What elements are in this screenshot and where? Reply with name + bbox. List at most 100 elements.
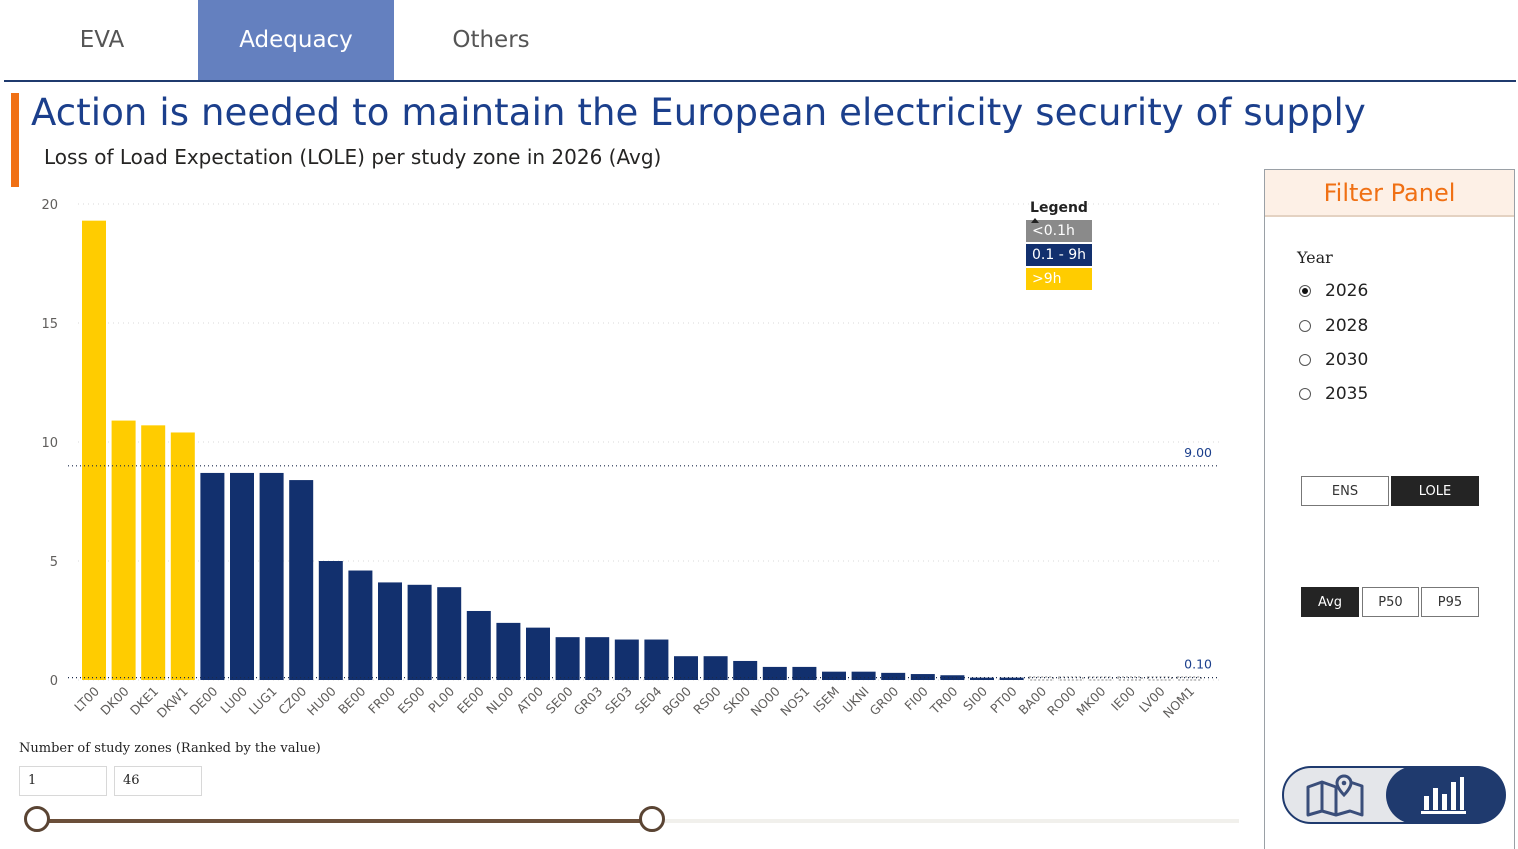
year-label: Year — [1297, 248, 1333, 267]
x-tick-label: NOM1 — [1160, 684, 1197, 721]
x-tick-label: RO00 — [1044, 683, 1079, 718]
bar-mid — [318, 561, 343, 680]
slider-label: Number of study zones (Ranked by the val… — [19, 741, 321, 756]
bar-mid — [437, 587, 462, 680]
bar-mid — [585, 637, 610, 680]
bar-low — [1087, 676, 1113, 681]
toggle-active-segment[interactable] — [1386, 766, 1506, 824]
x-tick-label: SI00 — [960, 683, 990, 713]
bar-mid — [348, 570, 373, 680]
range-min-input[interactable]: 1 — [19, 766, 107, 796]
x-tick-label: NL00 — [483, 683, 516, 716]
x-tick-label: UKNI — [840, 684, 872, 716]
x-tick-label: ISEM — [810, 684, 842, 716]
bar-mid — [970, 677, 994, 680]
bar-low — [1117, 676, 1143, 681]
x-tick-label: AT00 — [514, 683, 547, 716]
y-tick-label: 15 — [41, 317, 58, 332]
bar-mid — [289, 480, 314, 680]
x-tick-label: EE00 — [454, 683, 487, 716]
bar-mid — [674, 656, 698, 680]
legend-item-high: >9h — [1026, 268, 1092, 290]
y-tick-label: 5 — [50, 555, 58, 570]
x-tick-label: HU00 — [304, 683, 339, 718]
bar-mid — [407, 584, 432, 680]
bar-high — [82, 220, 106, 680]
bar-mid — [644, 639, 669, 680]
year-option-label: 2035 — [1325, 384, 1369, 404]
page-title: Action is needed to maintain the Europea… — [31, 91, 1366, 134]
p50-button[interactable]: P50 — [1362, 587, 1419, 617]
avg-button[interactable]: Avg — [1301, 587, 1359, 617]
bar-mid — [881, 672, 906, 680]
x-tick-label: GR03 — [570, 684, 605, 719]
x-tick-label: BA00 — [1015, 683, 1049, 717]
x-tick-label: FI00 — [901, 683, 931, 713]
bar-low — [1176, 676, 1202, 681]
chart-legend: Legend <0.1h 0.1 - 9h >9h — [1026, 200, 1092, 290]
bar-low — [1028, 676, 1054, 681]
range-max-input[interactable]: 46 — [114, 766, 202, 796]
slider-handle-max[interactable] — [639, 806, 665, 832]
reference-line-label: 9.00 — [1184, 445, 1212, 460]
bar-high — [141, 425, 166, 680]
bar-mid — [792, 666, 817, 680]
radio-icon — [1299, 320, 1311, 332]
x-tick-label: SE00 — [543, 683, 576, 716]
bar-high — [111, 420, 136, 680]
radio-icon — [1299, 388, 1311, 400]
slider-handle-min[interactable] — [24, 806, 50, 832]
x-tick-label: DKW1 — [154, 684, 191, 721]
x-tick-label: IE00 — [1108, 683, 1138, 713]
y-tick-label: 20 — [41, 198, 58, 213]
legend-item-low: <0.1h — [1026, 220, 1092, 242]
year-option-2028[interactable]: 2028 — [1299, 316, 1368, 336]
x-tick-label: PL00 — [425, 683, 457, 715]
x-tick-label: TR00 — [926, 683, 960, 717]
map-icon[interactable] — [1304, 773, 1366, 819]
x-tick-label: BG00 — [660, 683, 695, 718]
bar-low — [1147, 676, 1173, 681]
x-tick-label: LU00 — [217, 683, 250, 716]
bar-high — [170, 432, 195, 680]
lole-button[interactable]: LOLE — [1391, 476, 1479, 506]
bar-mid — [378, 582, 402, 680]
bar-mid — [259, 472, 284, 680]
lole-bar-chart: 05101520LT00DK00DKE1DKW1DE00LU00LUG1CZ00… — [41, 198, 1220, 721]
x-tick-label: BE00 — [335, 683, 369, 717]
x-tick-label: SK00 — [720, 683, 753, 716]
tab-adequacy[interactable]: Adequacy — [198, 0, 394, 80]
slider-selected-range — [37, 819, 652, 823]
bar-mid — [555, 637, 580, 680]
bar-mid — [703, 656, 728, 680]
ens-button[interactable]: ENS — [1301, 476, 1389, 506]
view-toggle[interactable] — [1282, 766, 1506, 824]
bar-mid — [910, 674, 935, 680]
tab-eva[interactable]: EVA — [79, 27, 125, 53]
x-tick-label: SE03 — [602, 684, 635, 717]
legend-item-mid: 0.1 - 9h — [1026, 244, 1092, 266]
reference-line-label: 0.10 — [1184, 657, 1212, 672]
x-tick-label: LT00 — [71, 683, 102, 714]
x-tick-label: DE00 — [186, 683, 220, 717]
bar-chart-icon[interactable] — [1420, 774, 1470, 816]
x-tick-label: MK00 — [1073, 683, 1108, 718]
tab-others[interactable]: Others — [452, 27, 530, 53]
x-tick-label: ES00 — [395, 683, 428, 716]
year-option-2030[interactable]: 2030 — [1299, 350, 1368, 370]
year-option-label: 2030 — [1325, 350, 1369, 370]
x-tick-label: DK00 — [97, 683, 131, 717]
bar-low — [1058, 676, 1084, 681]
x-tick-label: CZ00 — [275, 683, 309, 717]
bar-mid — [733, 660, 758, 680]
year-option-2026[interactable]: 2026 — [1299, 281, 1368, 301]
p95-button[interactable]: P95 — [1421, 587, 1479, 617]
year-option-2035[interactable]: 2035 — [1299, 384, 1368, 404]
x-tick-label: GR00 — [866, 683, 901, 718]
x-tick-label: RS00 — [690, 683, 724, 717]
x-tick-label: PT00 — [987, 683, 1020, 716]
filter-panel: Filter Panel Year 2026 2028 2030 2035 EN… — [1264, 169, 1515, 849]
x-tick-label: FR00 — [365, 683, 398, 716]
y-tick-label: 0 — [50, 674, 58, 689]
bar-mid — [496, 622, 521, 680]
